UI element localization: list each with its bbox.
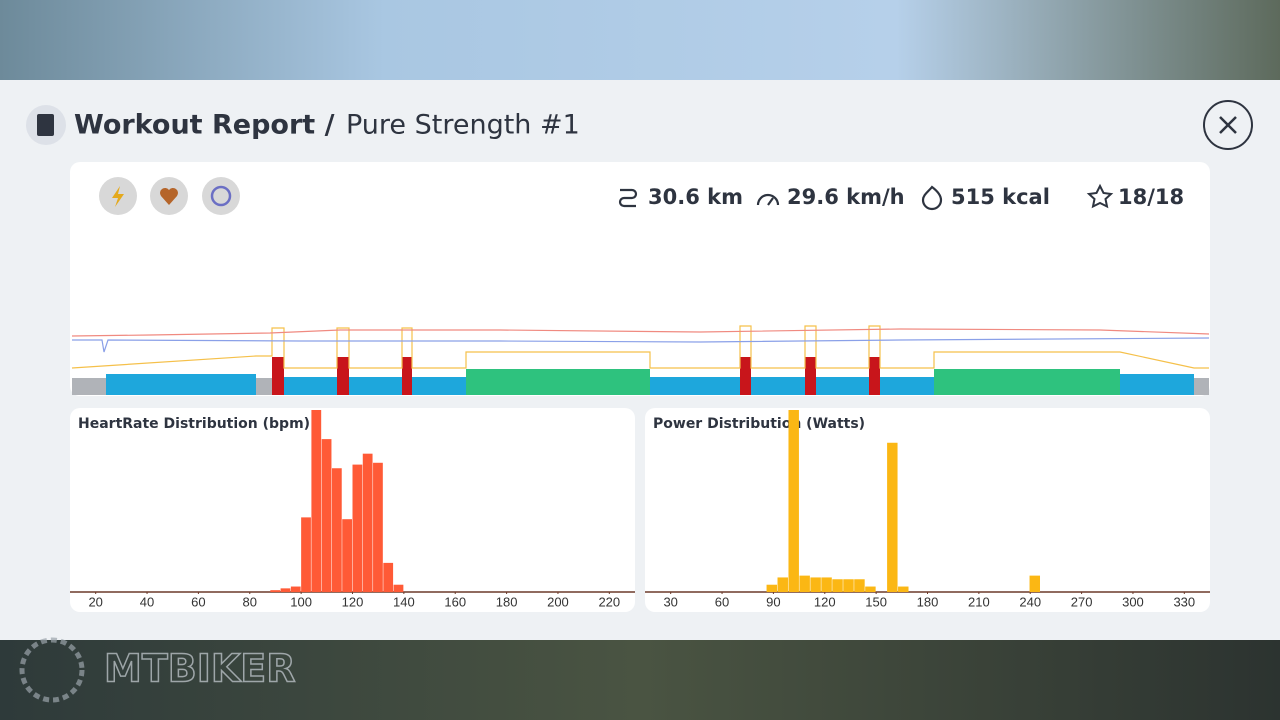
- zone-block: [880, 377, 934, 395]
- x-tick-label: 20: [88, 594, 102, 609]
- x-tick-label: 180: [917, 594, 939, 609]
- workout-overview: [71, 325, 1210, 395]
- zone-block: [284, 377, 337, 395]
- chart-title: HeartRate Distribution (bpm): [78, 416, 310, 432]
- x-tick-label: 40: [140, 594, 154, 609]
- intervals: 18/18: [1118, 185, 1184, 209]
- heartrate-line: [71, 328, 1210, 337]
- subtitle: Pure Strength #1: [346, 110, 580, 141]
- power-glyph: [112, 186, 124, 207]
- report-icon-glyph: [37, 114, 54, 136]
- x-tick-label: 60: [191, 594, 205, 609]
- cadence-line: [72, 337, 1210, 353]
- x-tick-label: 210: [968, 594, 990, 609]
- zone-block: [869, 357, 880, 395]
- bar: [342, 519, 352, 592]
- zone-block: [805, 357, 816, 395]
- close-glyph: [1219, 116, 1237, 134]
- bar: [301, 517, 311, 592]
- zone-block: [816, 377, 869, 395]
- x-tick-label: 200: [547, 594, 569, 609]
- bar: [854, 579, 865, 592]
- bar: [352, 464, 363, 592]
- bar: [331, 468, 342, 592]
- x-tick-label: 150: [865, 594, 887, 609]
- bar: [270, 590, 281, 592]
- distance-icon: [618, 188, 638, 208]
- zone-block: [1194, 378, 1209, 395]
- bar: [766, 584, 778, 592]
- bar: [362, 453, 373, 592]
- zone-block: [272, 357, 284, 395]
- zone-block: [256, 378, 272, 395]
- bar: [887, 442, 898, 592]
- watermark: MTBIKER: [104, 647, 296, 691]
- bar: [799, 575, 810, 592]
- intervals-icon: [1086, 183, 1114, 209]
- speed-icon: [756, 193, 780, 206]
- x-tick-label: 330: [1173, 594, 1195, 609]
- bar: [393, 584, 404, 592]
- bar: [821, 577, 832, 592]
- bar: [1029, 575, 1040, 592]
- speed: 29.6 km/h: [787, 185, 905, 209]
- zone-block: [466, 369, 650, 395]
- x-tick-label: 140: [393, 594, 415, 609]
- overview-card: [70, 162, 1210, 396]
- energy-icon: [921, 185, 943, 211]
- bar: [311, 410, 322, 592]
- x-tick-label: 300: [1122, 594, 1144, 609]
- bar: [832, 579, 843, 592]
- zone-block: [740, 357, 751, 395]
- bar: [810, 577, 821, 592]
- x-tick-label: 100: [290, 594, 312, 609]
- cadence-glyph: [210, 185, 232, 207]
- x-tick-label: 120: [342, 594, 364, 609]
- bar: [321, 439, 332, 592]
- x-tick-label: 30: [663, 594, 677, 609]
- bar: [777, 577, 788, 592]
- close-button[interactable]: [1203, 100, 1253, 150]
- bar: [898, 586, 909, 592]
- x-tick-label: 160: [444, 594, 466, 609]
- bar: [280, 588, 291, 592]
- bar: [373, 462, 383, 592]
- zone-block: [751, 377, 805, 395]
- cadence-toggle[interactable]: [202, 177, 240, 215]
- title: Workout Report /: [74, 110, 335, 141]
- zone-block: [650, 377, 740, 395]
- x-tick-label: 120: [814, 594, 836, 609]
- chart-title: Power Distribution (Watts): [653, 416, 865, 432]
- distance: 30.6 km: [648, 185, 743, 209]
- bar: [383, 562, 394, 592]
- chart-card: [645, 408, 1210, 612]
- bar: [788, 410, 799, 592]
- bar: [865, 586, 876, 592]
- x-tick-label: 240: [1019, 594, 1041, 609]
- x-tick-label: 80: [243, 594, 257, 609]
- zone-block: [934, 369, 1120, 395]
- zone-block: [1120, 374, 1194, 395]
- zone-block: [72, 378, 106, 395]
- bar: [290, 586, 301, 592]
- zone-block: [402, 357, 412, 395]
- x-tick-label: 60: [715, 594, 729, 609]
- energy: 515 kcal: [951, 185, 1050, 209]
- zone-block: [349, 377, 402, 395]
- watermark-logo: [19, 637, 85, 703]
- x-tick-label: 270: [1071, 594, 1093, 609]
- x-tick-label: 220: [598, 594, 620, 609]
- background-bottom: [0, 640, 1280, 720]
- x-tick-label: 90: [766, 594, 780, 609]
- x-tick-label: 180: [496, 594, 518, 609]
- zone-block: [337, 357, 349, 395]
- zone-block: [106, 374, 256, 395]
- zone-block: [412, 377, 466, 395]
- bar: [843, 579, 854, 592]
- background-top: [0, 0, 1280, 80]
- heart-glyph: [160, 188, 178, 205]
